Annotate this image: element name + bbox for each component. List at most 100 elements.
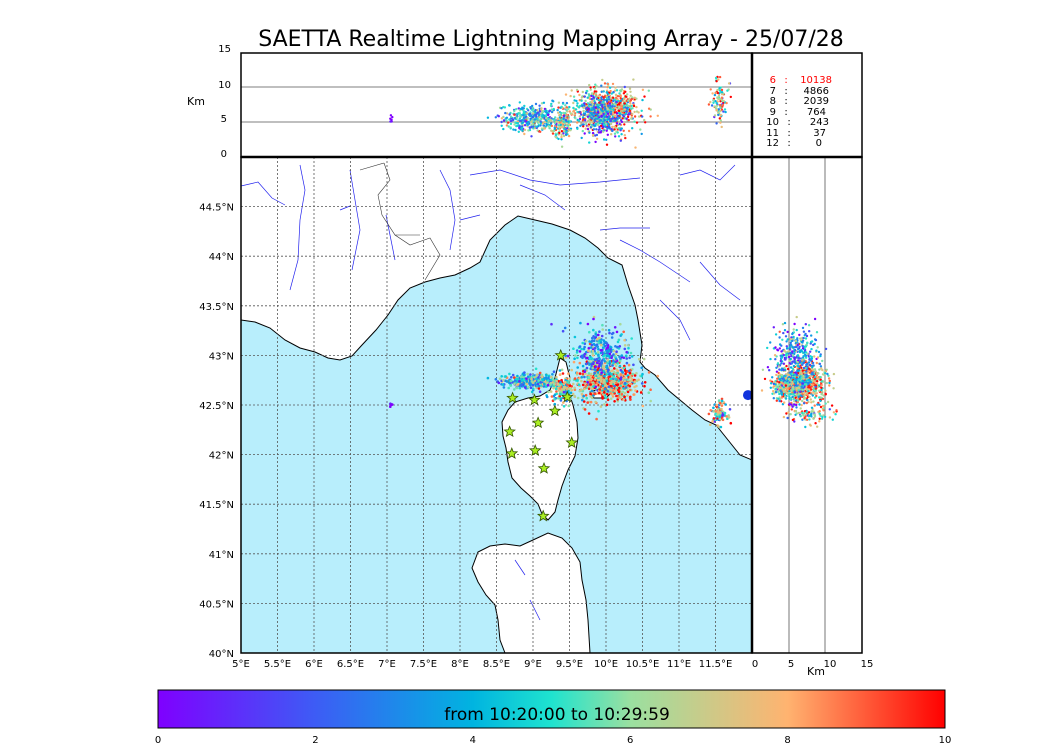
lightning-source-point [712, 406, 715, 410]
lightning-side-point [802, 375, 805, 378]
lightning-altitude-point [523, 104, 526, 108]
lightning-source-point [590, 339, 594, 343]
lightning-side-point [805, 413, 808, 416]
lightning-altitude-point [613, 132, 617, 135]
lightning-altitude-point [519, 115, 523, 118]
lightning-altitude-point [618, 122, 621, 126]
lightning-altitude-point [597, 105, 600, 109]
lightning-side-point [778, 392, 781, 396]
lightning-source-point [709, 409, 712, 412]
map-tick-lon: 11°E [667, 659, 691, 670]
lightning-side-point [787, 411, 790, 414]
lightning-source-point [625, 350, 628, 354]
lightning-altitude-point [629, 94, 632, 98]
lightning-altitude-point [707, 103, 711, 106]
lightning-altitude-point [610, 117, 614, 120]
lightning-side-point [785, 347, 789, 350]
lightning-source-point [640, 366, 643, 370]
station-count-value: 2039 [804, 96, 829, 107]
lightning-side-point [786, 367, 790, 371]
lightning-source-point [544, 373, 548, 377]
lightning-side-point [813, 415, 817, 418]
lightning-source-point [587, 347, 591, 350]
lightning-side-point [809, 381, 813, 384]
lightning-side-point [806, 362, 809, 365]
lightning-side-point [785, 364, 788, 368]
lightning-source-point [606, 390, 610, 393]
lightning-altitude-point [592, 96, 595, 99]
lightning-side-point [796, 344, 799, 347]
lightning-altitude-point [562, 132, 565, 135]
lightning-side-point [773, 392, 776, 395]
lightning-altitude-point [503, 119, 506, 122]
lightning-side-point [791, 405, 794, 408]
lightning-side-point [772, 385, 776, 388]
lightning-altitude-point [584, 127, 587, 130]
lightning-source-point [627, 378, 630, 382]
lightning-side-point [778, 387, 781, 390]
lightning-source-point [622, 356, 626, 360]
lightning-altitude-point [560, 105, 563, 109]
lightning-altitude-point [537, 125, 540, 128]
lightning-altitude-point [546, 111, 549, 115]
lightning-altitude-point [589, 88, 592, 91]
map-lightning-points [389, 315, 752, 429]
lightning-altitude-point [543, 120, 546, 124]
lightning-source-point [614, 378, 618, 381]
lightning-source-point [610, 373, 613, 376]
lightning-source-point [619, 373, 623, 376]
station-star [528, 443, 542, 456]
lightning-altitude-point [620, 107, 624, 111]
lightning-source-point [535, 374, 538, 378]
lightning-source-point [500, 375, 504, 378]
lightning-source-point [586, 381, 589, 384]
lightning-altitude-point [584, 99, 587, 103]
lightning-side-point [815, 349, 818, 352]
lightning-altitude-point [522, 116, 526, 120]
map-tick-lat: 43°N [209, 351, 234, 362]
lightning-altitude-point [543, 107, 547, 111]
lightning-altitude-point [580, 96, 584, 99]
lightning-source-point [606, 362, 609, 365]
lightning-side-point [806, 398, 809, 402]
lightning-altitude-point [486, 116, 490, 119]
lightning-side-point [777, 390, 780, 394]
lightning-source-point [576, 396, 580, 400]
lightning-source-point [727, 414, 730, 417]
lightning-altitude-point [591, 103, 594, 106]
lightning-source-point [606, 358, 610, 362]
lightning-altitude-point [502, 115, 505, 119]
lightning-side-point [772, 397, 775, 400]
lightning-side-point [790, 408, 793, 411]
lightning-altitude-point [612, 114, 616, 117]
lightning-side-point [814, 370, 817, 373]
lightning-source-point [728, 408, 732, 411]
lightning-altitude-point [607, 115, 610, 119]
lightning-side-point [820, 388, 823, 392]
map-tick-labels: 5°E 5.5°E 6°E 6.5°E 7°E 7.5°E 8°E 8.5°E 9°E 9.5°E… [199, 203, 732, 670]
lightning-source-point [519, 375, 523, 379]
lightning-altitude-point [562, 117, 565, 120]
lightning-altitude-point [715, 104, 719, 108]
lightning-altitude-point [644, 121, 647, 124]
lightning-side-point [772, 326, 775, 329]
lightning-altitude-point [575, 99, 578, 103]
lightning-altitude-point [534, 102, 538, 106]
lightning-altitude-point [587, 104, 591, 108]
lightning-altitude-point [583, 132, 586, 135]
lightning-side-point [819, 399, 822, 403]
lightning-side-point [807, 385, 810, 389]
lightning-source-point [640, 374, 643, 378]
lightning-altitude-point [614, 99, 617, 102]
lightning-altitude-point [554, 135, 557, 139]
lightning-source-point [601, 328, 604, 331]
lightning-side-point [793, 356, 797, 359]
lightning-source-point [596, 350, 600, 354]
lightning-source-point [619, 376, 623, 379]
lightning-altitude-point [563, 120, 566, 124]
lightning-source-point [539, 381, 542, 384]
lightning-source-point [589, 392, 592, 396]
lightning-side-point [810, 334, 813, 337]
lightning-source-point [619, 381, 623, 385]
lightning-source-point [502, 379, 505, 382]
